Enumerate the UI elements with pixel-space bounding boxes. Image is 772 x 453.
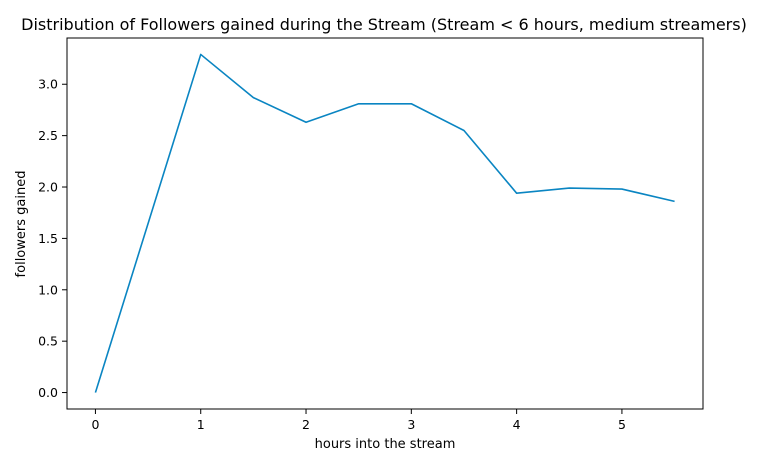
y-tick-label: 3.0 [38, 77, 58, 92]
x-tick-label: 4 [513, 417, 521, 432]
x-tick-label: 3 [407, 417, 415, 432]
plot-frame [66, 37, 704, 410]
y-tick-label: 0.0 [38, 385, 58, 400]
y-tick-label: 2.0 [38, 180, 58, 195]
y-tick-label: 2.5 [38, 128, 58, 143]
y-tick-label: 1.0 [38, 282, 58, 297]
x-tick-label: 5 [618, 417, 626, 432]
x-tick-label: 0 [91, 417, 99, 432]
x-tick-label: 2 [302, 417, 310, 432]
y-tick-label: 1.5 [38, 231, 58, 246]
x-axis: 0 1 2 3 4 5 [91, 409, 626, 432]
x-axis-label: hours into the stream [315, 437, 456, 452]
chart-title: Distribution of Followers gained during … [21, 15, 747, 34]
y-axis: 0.0 0.5 1.0 1.5 2.0 2.5 3.0 [38, 77, 67, 400]
x-tick-label: 1 [197, 417, 205, 432]
y-axis-label: followers gained [14, 171, 29, 278]
series-line [94, 53, 675, 393]
y-tick-label: 0.5 [38, 334, 58, 349]
